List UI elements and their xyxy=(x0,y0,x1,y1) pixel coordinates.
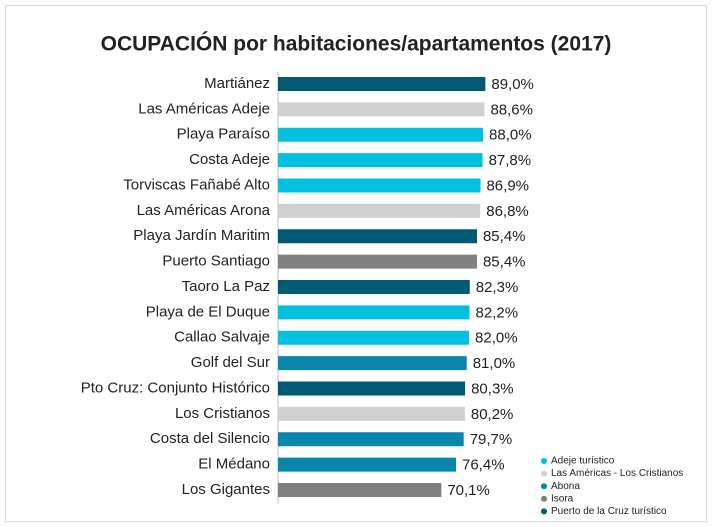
value-label: 87,8% xyxy=(489,152,532,169)
category-label: Golf del Sur xyxy=(191,354,270,371)
legend-label: Adeje turístico xyxy=(551,456,615,467)
category-label: Los Gigantes xyxy=(182,481,270,498)
legend-label: Isora xyxy=(551,493,574,504)
value-label: 88,6% xyxy=(490,101,533,118)
legend-marker xyxy=(541,495,547,502)
bar xyxy=(278,432,464,447)
value-label: 88,0% xyxy=(489,127,532,144)
legend-label: Abona xyxy=(551,481,580,492)
category-label: Callao Salvaje xyxy=(174,329,270,346)
category-label: Las Américas Arona xyxy=(137,202,271,219)
value-label: 86,8% xyxy=(486,203,529,220)
value-label: 76,4% xyxy=(462,457,505,474)
category-label: Playa Jardín Maritim xyxy=(133,227,270,244)
bar xyxy=(278,381,466,396)
category-label: Los Cristianos xyxy=(175,405,270,422)
bar xyxy=(278,457,457,472)
value-label: 81,0% xyxy=(473,355,516,372)
bar xyxy=(278,406,465,421)
category-label: Playa Paraíso xyxy=(177,126,270,143)
value-label: 82,3% xyxy=(476,279,519,296)
bar xyxy=(278,483,442,497)
bar xyxy=(278,127,484,142)
category-label: Martiánez xyxy=(204,75,270,92)
category-label: El Médano xyxy=(198,456,270,473)
value-label: 80,2% xyxy=(471,406,514,423)
legend-label: Puerto de la Cruz turístico xyxy=(551,506,667,517)
bar xyxy=(278,330,470,345)
value-label: 70,1% xyxy=(447,482,490,499)
bar xyxy=(278,153,483,168)
value-label: 89,0% xyxy=(491,76,534,93)
bar xyxy=(278,305,470,320)
value-label: 85,4% xyxy=(483,254,526,271)
category-label: Torviscas Fañabé Alto xyxy=(123,176,270,193)
category-label: Las Américas Adeje xyxy=(138,100,270,117)
category-label: Costa del Silencio xyxy=(150,430,270,447)
bar xyxy=(278,356,467,371)
bar xyxy=(278,254,477,269)
legend-marker xyxy=(541,470,547,477)
bar xyxy=(278,178,481,193)
category-label: Costa Adeje xyxy=(189,151,270,168)
bar xyxy=(278,229,477,244)
bar xyxy=(278,77,486,91)
category-label: Taoro La Paz xyxy=(182,278,270,295)
value-label: 82,2% xyxy=(476,304,519,321)
category-label: Pto Cruz: Conjunto Histórico xyxy=(81,379,270,396)
legend-marker xyxy=(541,508,547,515)
chart-title: OCUPACIÓN por habitaciones/apartamentos … xyxy=(101,32,612,56)
bar xyxy=(278,280,470,294)
bar xyxy=(278,102,485,117)
legend-label: Las Américas - Los Cristianos xyxy=(551,468,683,479)
category-label: Puerto Santiago xyxy=(162,253,270,270)
value-label: 80,3% xyxy=(471,380,514,397)
value-label: 86,9% xyxy=(486,177,529,194)
value-label: 82,0% xyxy=(475,330,518,347)
value-label: 85,4% xyxy=(483,228,526,245)
legend-marker xyxy=(541,458,547,464)
category-label: Playa de El Duque xyxy=(146,303,270,320)
bar xyxy=(278,203,481,218)
value-label: 79,7% xyxy=(470,431,513,448)
legend-marker xyxy=(541,483,547,490)
